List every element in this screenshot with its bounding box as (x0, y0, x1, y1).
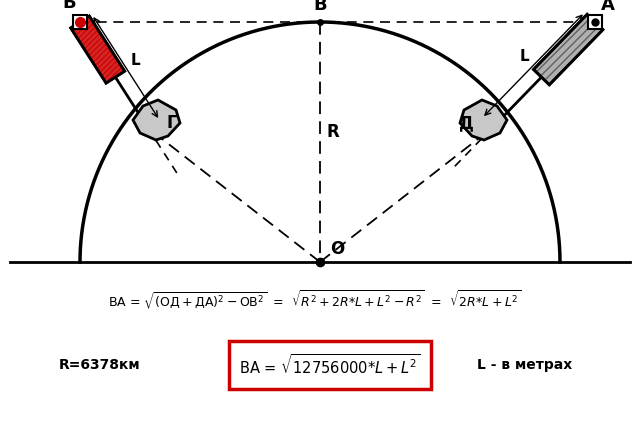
Polygon shape (71, 16, 125, 83)
Text: В: В (313, 0, 327, 14)
Text: А: А (601, 0, 615, 14)
Text: R=6378км: R=6378км (59, 358, 141, 372)
Polygon shape (133, 100, 180, 140)
Text: L: L (131, 54, 141, 69)
FancyBboxPatch shape (229, 341, 431, 389)
Text: Г: Г (166, 114, 177, 132)
Text: L - в метрах: L - в метрах (477, 358, 573, 372)
Polygon shape (460, 100, 507, 140)
Text: L: L (520, 49, 530, 64)
Polygon shape (588, 15, 602, 29)
Polygon shape (71, 16, 125, 83)
Text: Д: Д (459, 114, 474, 132)
Text: ВА = $\sqrt{12756000{*}L + L^2}$: ВА = $\sqrt{12756000{*}L + L^2}$ (239, 353, 420, 377)
Text: Б: Б (62, 0, 76, 12)
Polygon shape (73, 15, 87, 29)
Text: О: О (330, 240, 344, 258)
Text: ВА = $\sqrt{(\text{ОД} + \text{ДА})^2 - \text{ОВ}^2}$  =  $\sqrt{R^2 + 2R{*}L + : ВА = $\sqrt{(\text{ОД} + \text{ДА})^2 - … (108, 288, 522, 311)
Text: R: R (326, 123, 339, 141)
Polygon shape (534, 14, 603, 85)
